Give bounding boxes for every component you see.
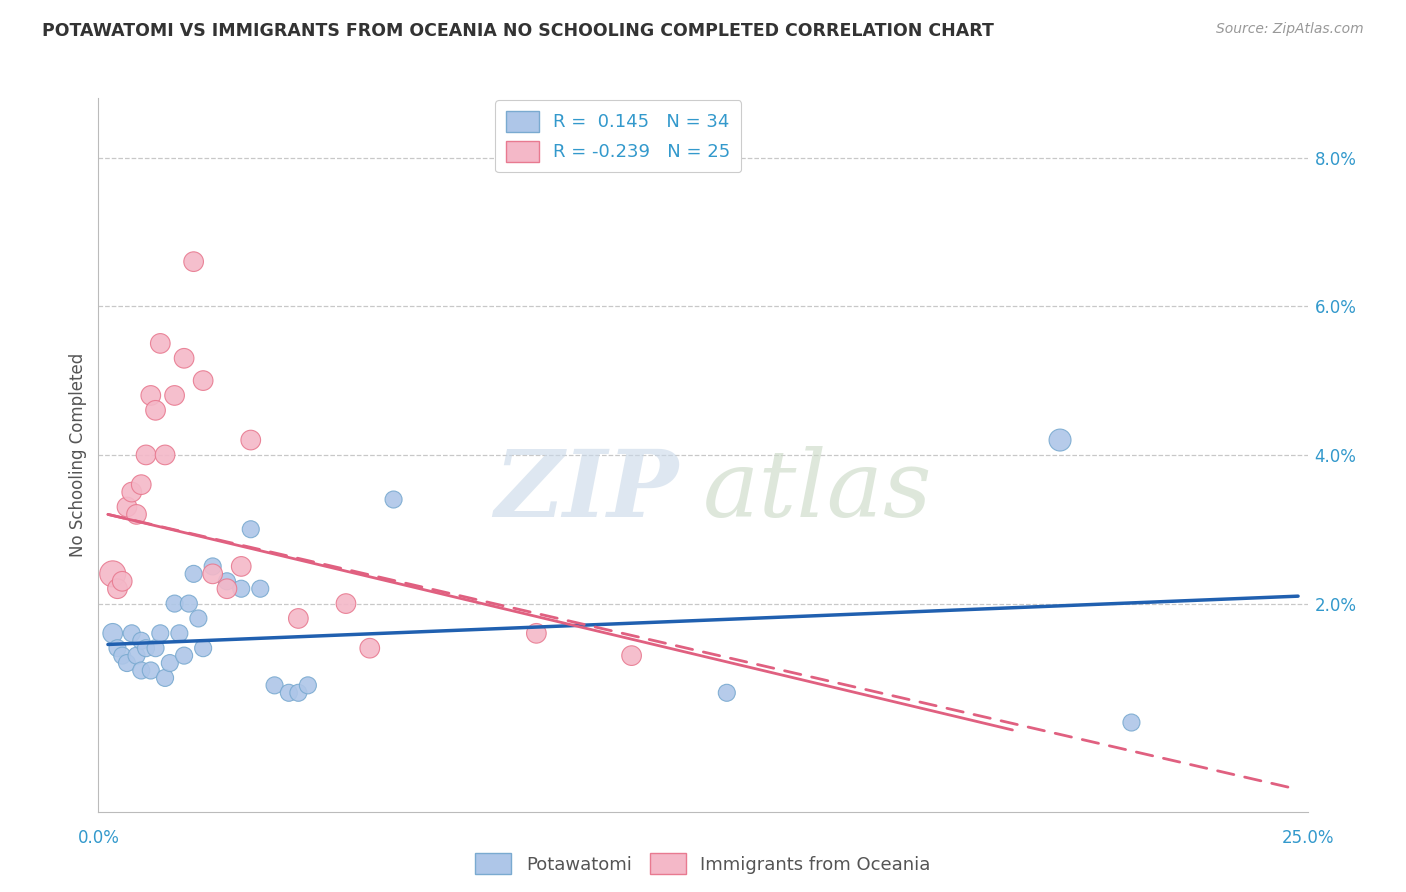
Y-axis label: No Schooling Completed: No Schooling Completed <box>69 353 87 557</box>
Point <box>287 611 309 625</box>
Point <box>111 574 134 589</box>
Point <box>169 626 191 640</box>
Point <box>115 500 138 514</box>
Point <box>297 678 319 692</box>
Point <box>183 254 205 268</box>
Point <box>359 641 381 656</box>
Legend: Potawatomi, Immigrants from Oceania: Potawatomi, Immigrants from Oceania <box>468 846 938 881</box>
Text: 25.0%: 25.0% <box>1281 829 1334 847</box>
Point <box>153 448 176 462</box>
Point <box>139 388 162 402</box>
Point <box>239 433 262 447</box>
Point <box>129 633 152 648</box>
Point <box>183 566 205 581</box>
Point <box>101 566 124 581</box>
Point <box>620 648 643 663</box>
Point <box>145 403 167 417</box>
Point <box>177 597 200 611</box>
Point <box>125 648 148 663</box>
Point <box>139 664 162 678</box>
Point <box>135 641 157 656</box>
Point <box>129 664 152 678</box>
Text: 0.0%: 0.0% <box>77 829 120 847</box>
Point <box>191 641 214 656</box>
Point <box>201 566 224 581</box>
Point <box>145 641 167 656</box>
Point <box>135 448 157 462</box>
Point <box>173 648 195 663</box>
Text: atlas: atlas <box>703 446 932 535</box>
Point <box>153 671 176 685</box>
Point <box>115 656 138 670</box>
Point <box>125 508 148 522</box>
Point <box>249 582 271 596</box>
Point <box>149 626 172 640</box>
Point <box>231 559 253 574</box>
Point <box>215 582 238 596</box>
Point <box>129 477 152 491</box>
Text: Source: ZipAtlas.com: Source: ZipAtlas.com <box>1216 22 1364 37</box>
Point <box>191 374 214 388</box>
Point <box>263 678 285 692</box>
Point <box>107 582 129 596</box>
Point <box>187 611 209 625</box>
Point <box>121 626 143 640</box>
Point <box>201 559 224 574</box>
Point <box>101 626 124 640</box>
Point <box>1049 433 1071 447</box>
Point <box>335 597 357 611</box>
Point <box>149 336 172 351</box>
Point <box>159 656 181 670</box>
Point <box>231 582 253 596</box>
Point <box>215 574 238 589</box>
Point <box>716 686 738 700</box>
Point <box>107 641 129 656</box>
Point <box>111 648 134 663</box>
Point <box>163 388 186 402</box>
Text: ZIP: ZIP <box>495 446 679 535</box>
Point <box>524 626 547 640</box>
Text: POTAWATOMI VS IMMIGRANTS FROM OCEANIA NO SCHOOLING COMPLETED CORRELATION CHART: POTAWATOMI VS IMMIGRANTS FROM OCEANIA NO… <box>42 22 994 40</box>
Point <box>382 492 405 507</box>
Point <box>121 485 143 500</box>
Point <box>173 351 195 366</box>
Point <box>1121 715 1143 730</box>
Point <box>277 686 299 700</box>
Point <box>239 522 262 536</box>
Point <box>163 597 186 611</box>
Point <box>287 686 309 700</box>
